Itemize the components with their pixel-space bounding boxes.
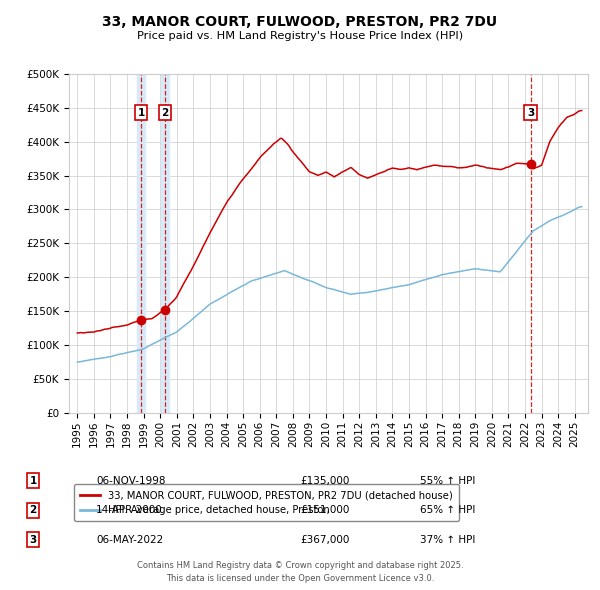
Text: Price paid vs. HM Land Registry's House Price Index (HPI): Price paid vs. HM Land Registry's House … (137, 31, 463, 41)
Text: 1: 1 (137, 108, 145, 118)
Text: 2: 2 (161, 108, 169, 118)
Text: £151,000: £151,000 (300, 506, 349, 515)
Text: £135,000: £135,000 (300, 476, 349, 486)
Text: 1: 1 (29, 476, 37, 486)
Text: 65% ↑ HPI: 65% ↑ HPI (420, 506, 475, 515)
Text: £367,000: £367,000 (300, 535, 349, 545)
Text: 3: 3 (527, 108, 534, 118)
Text: 33, MANOR COURT, FULWOOD, PRESTON, PR2 7DU: 33, MANOR COURT, FULWOOD, PRESTON, PR2 7… (103, 15, 497, 29)
Bar (161, 74, 169, 413)
Text: 37% ↑ HPI: 37% ↑ HPI (420, 535, 475, 545)
Text: 06-MAY-2022: 06-MAY-2022 (96, 535, 163, 545)
Text: Contains HM Land Registry data © Crown copyright and database right 2025.
This d: Contains HM Land Registry data © Crown c… (137, 562, 463, 583)
Text: 06-NOV-1998: 06-NOV-1998 (96, 476, 166, 486)
Text: 14-APR-2000: 14-APR-2000 (96, 506, 163, 515)
Legend: 33, MANOR COURT, FULWOOD, PRESTON, PR2 7DU (detached house), HPI: Average price,: 33, MANOR COURT, FULWOOD, PRESTON, PR2 7… (74, 484, 459, 521)
Bar (137, 74, 145, 413)
Text: 3: 3 (29, 535, 37, 545)
Text: 55% ↑ HPI: 55% ↑ HPI (420, 476, 475, 486)
Text: 2: 2 (29, 506, 37, 515)
